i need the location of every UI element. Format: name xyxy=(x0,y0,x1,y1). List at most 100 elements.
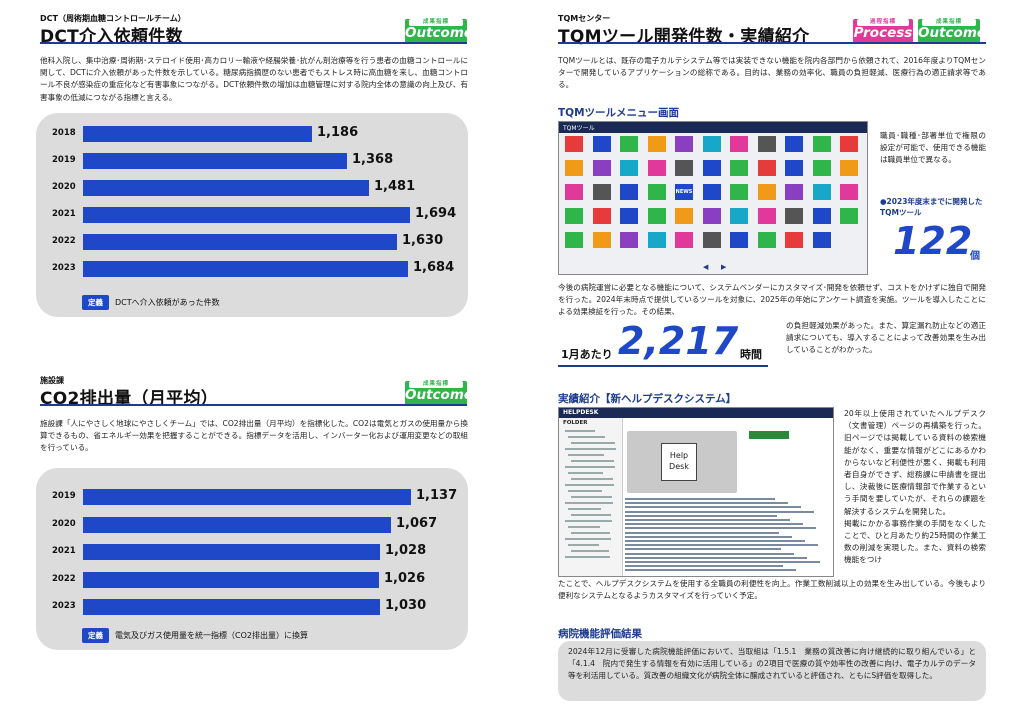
tool-tile-icon[interactable] xyxy=(757,160,776,176)
tool-tile-icon[interactable] xyxy=(675,160,693,176)
folder-tree-item[interactable] xyxy=(571,442,615,444)
bar-value-label: 1,694 xyxy=(415,206,457,221)
tool-tile-icon[interactable] xyxy=(785,232,803,248)
nav-prev-icon[interactable]: ◀ xyxy=(703,263,709,271)
document-row[interactable] xyxy=(625,556,807,559)
document-row[interactable] xyxy=(625,540,805,542)
folder-tree-item[interactable] xyxy=(571,478,613,480)
tool-tile-icon[interactable] xyxy=(620,160,638,176)
document-row[interactable] xyxy=(625,506,801,509)
tool-tile-icon[interactable] xyxy=(812,160,831,176)
folder-tree-item[interactable] xyxy=(571,550,609,552)
document-row[interactable] xyxy=(625,552,794,555)
tool-tile-icon[interactable] xyxy=(592,208,611,224)
tool-tile-icon[interactable] xyxy=(702,184,721,200)
folder-tree-item[interactable] xyxy=(568,472,603,474)
dct-title-rule xyxy=(40,42,467,44)
tool-tile-icon[interactable] xyxy=(565,208,583,224)
tool-tile-icon[interactable] xyxy=(812,232,831,248)
document-row[interactable] xyxy=(625,510,814,513)
tool-tile-icon[interactable] xyxy=(647,136,666,152)
tool-tile-icon[interactable] xyxy=(565,232,583,248)
tool-tile-icon[interactable] xyxy=(840,136,858,152)
folder-tree-item[interactable] xyxy=(571,496,612,498)
folder-tree-item[interactable] xyxy=(565,502,613,504)
tool-tile-icon[interactable] xyxy=(730,184,748,200)
folder-tree-item[interactable] xyxy=(568,436,605,438)
tool-tile-icon[interactable] xyxy=(840,160,858,176)
tool-tile-icon[interactable] xyxy=(702,208,721,224)
tool-tile-icon[interactable] xyxy=(812,184,831,200)
tool-tile-icon[interactable] xyxy=(757,184,776,200)
folder-tree-item[interactable] xyxy=(568,454,604,456)
tool-tile-icon[interactable] xyxy=(730,136,748,152)
tool-tile-icon[interactable] xyxy=(730,160,748,176)
tool-tile-icon[interactable] xyxy=(620,136,638,152)
nav-next-icon[interactable]: ▶ xyxy=(721,263,727,271)
tool-tile-icon[interactable] xyxy=(592,160,611,176)
tool-tile-icon[interactable] xyxy=(812,208,831,224)
tool-tile-icon[interactable] xyxy=(702,136,721,152)
tool-tile-icon[interactable] xyxy=(647,232,666,248)
tool-tile-icon[interactable] xyxy=(675,136,693,152)
tool-tile-icon[interactable] xyxy=(675,232,693,248)
tool-tile-icon[interactable] xyxy=(757,232,776,248)
tool-tile-icon[interactable] xyxy=(647,160,666,176)
document-row[interactable] xyxy=(625,535,792,538)
folder-tree-item[interactable] xyxy=(571,514,611,516)
folder-tree-item[interactable] xyxy=(568,526,600,528)
tool-tile-icon[interactable] xyxy=(620,232,638,248)
tool-tile-icon[interactable] xyxy=(620,208,638,224)
folder-tree-item[interactable] xyxy=(565,556,610,558)
bar-row: 2023 1,030 xyxy=(36,598,468,615)
folder-tree-item[interactable] xyxy=(565,538,611,540)
tool-tile-icon[interactable] xyxy=(647,208,666,224)
document-row[interactable] xyxy=(625,531,779,534)
news-tool-tile[interactable]: NEWS xyxy=(675,184,693,200)
folder-tree-item[interactable] xyxy=(568,490,602,492)
document-row[interactable] xyxy=(625,514,777,517)
tool-tile-icon[interactable] xyxy=(592,184,611,200)
tool-tile-icon[interactable] xyxy=(840,208,858,224)
tool-tile-icon[interactable] xyxy=(702,160,721,176)
tool-tile-icon[interactable] xyxy=(757,208,776,224)
tool-tile-icon[interactable] xyxy=(565,184,583,200)
folder-tree-item[interactable] xyxy=(565,448,616,450)
tool-tile-icon[interactable] xyxy=(565,136,583,152)
tool-tile-icon[interactable] xyxy=(812,136,831,152)
folder-tree-item[interactable] xyxy=(571,532,610,534)
folder-tree-item[interactable] xyxy=(565,430,595,432)
folder-tree-item[interactable] xyxy=(568,508,601,510)
folder-tree-item[interactable] xyxy=(565,466,615,468)
tool-tile-icon[interactable] xyxy=(592,232,611,248)
tool-tile-icon[interactable] xyxy=(785,136,803,152)
tool-tile-icon[interactable] xyxy=(785,184,803,200)
tool-tile-icon[interactable] xyxy=(620,184,638,200)
tool-tile-icon[interactable] xyxy=(785,160,803,176)
tool-tile-icon[interactable] xyxy=(730,232,748,248)
tool-tile-icon[interactable] xyxy=(785,208,803,224)
document-row[interactable] xyxy=(625,544,818,547)
folder-tree-item[interactable] xyxy=(565,484,614,486)
document-row[interactable] xyxy=(625,498,775,500)
document-row[interactable] xyxy=(625,565,783,568)
document-row[interactable] xyxy=(625,502,788,505)
tool-tile-icon[interactable] xyxy=(730,208,748,224)
document-row[interactable] xyxy=(625,569,796,572)
tool-tile-icon[interactable] xyxy=(757,136,776,152)
tqm-kicker: TQMセンター xyxy=(558,14,611,23)
document-row[interactable] xyxy=(625,527,816,530)
folder-tree-item[interactable] xyxy=(568,544,599,546)
document-row[interactable] xyxy=(625,561,820,563)
document-row[interactable] xyxy=(625,523,803,526)
tool-tile-icon[interactable] xyxy=(702,232,721,248)
tool-tile-icon[interactable] xyxy=(592,136,611,152)
tool-tile-icon[interactable] xyxy=(565,160,583,176)
folder-tree-item[interactable] xyxy=(565,520,612,522)
document-row[interactable] xyxy=(625,548,781,551)
tool-tile-icon[interactable] xyxy=(647,184,666,200)
folder-tree-item[interactable] xyxy=(571,460,614,462)
tool-tile-icon[interactable] xyxy=(840,184,858,200)
tool-tile-icon[interactable] xyxy=(675,208,693,224)
document-row[interactable] xyxy=(625,519,790,521)
